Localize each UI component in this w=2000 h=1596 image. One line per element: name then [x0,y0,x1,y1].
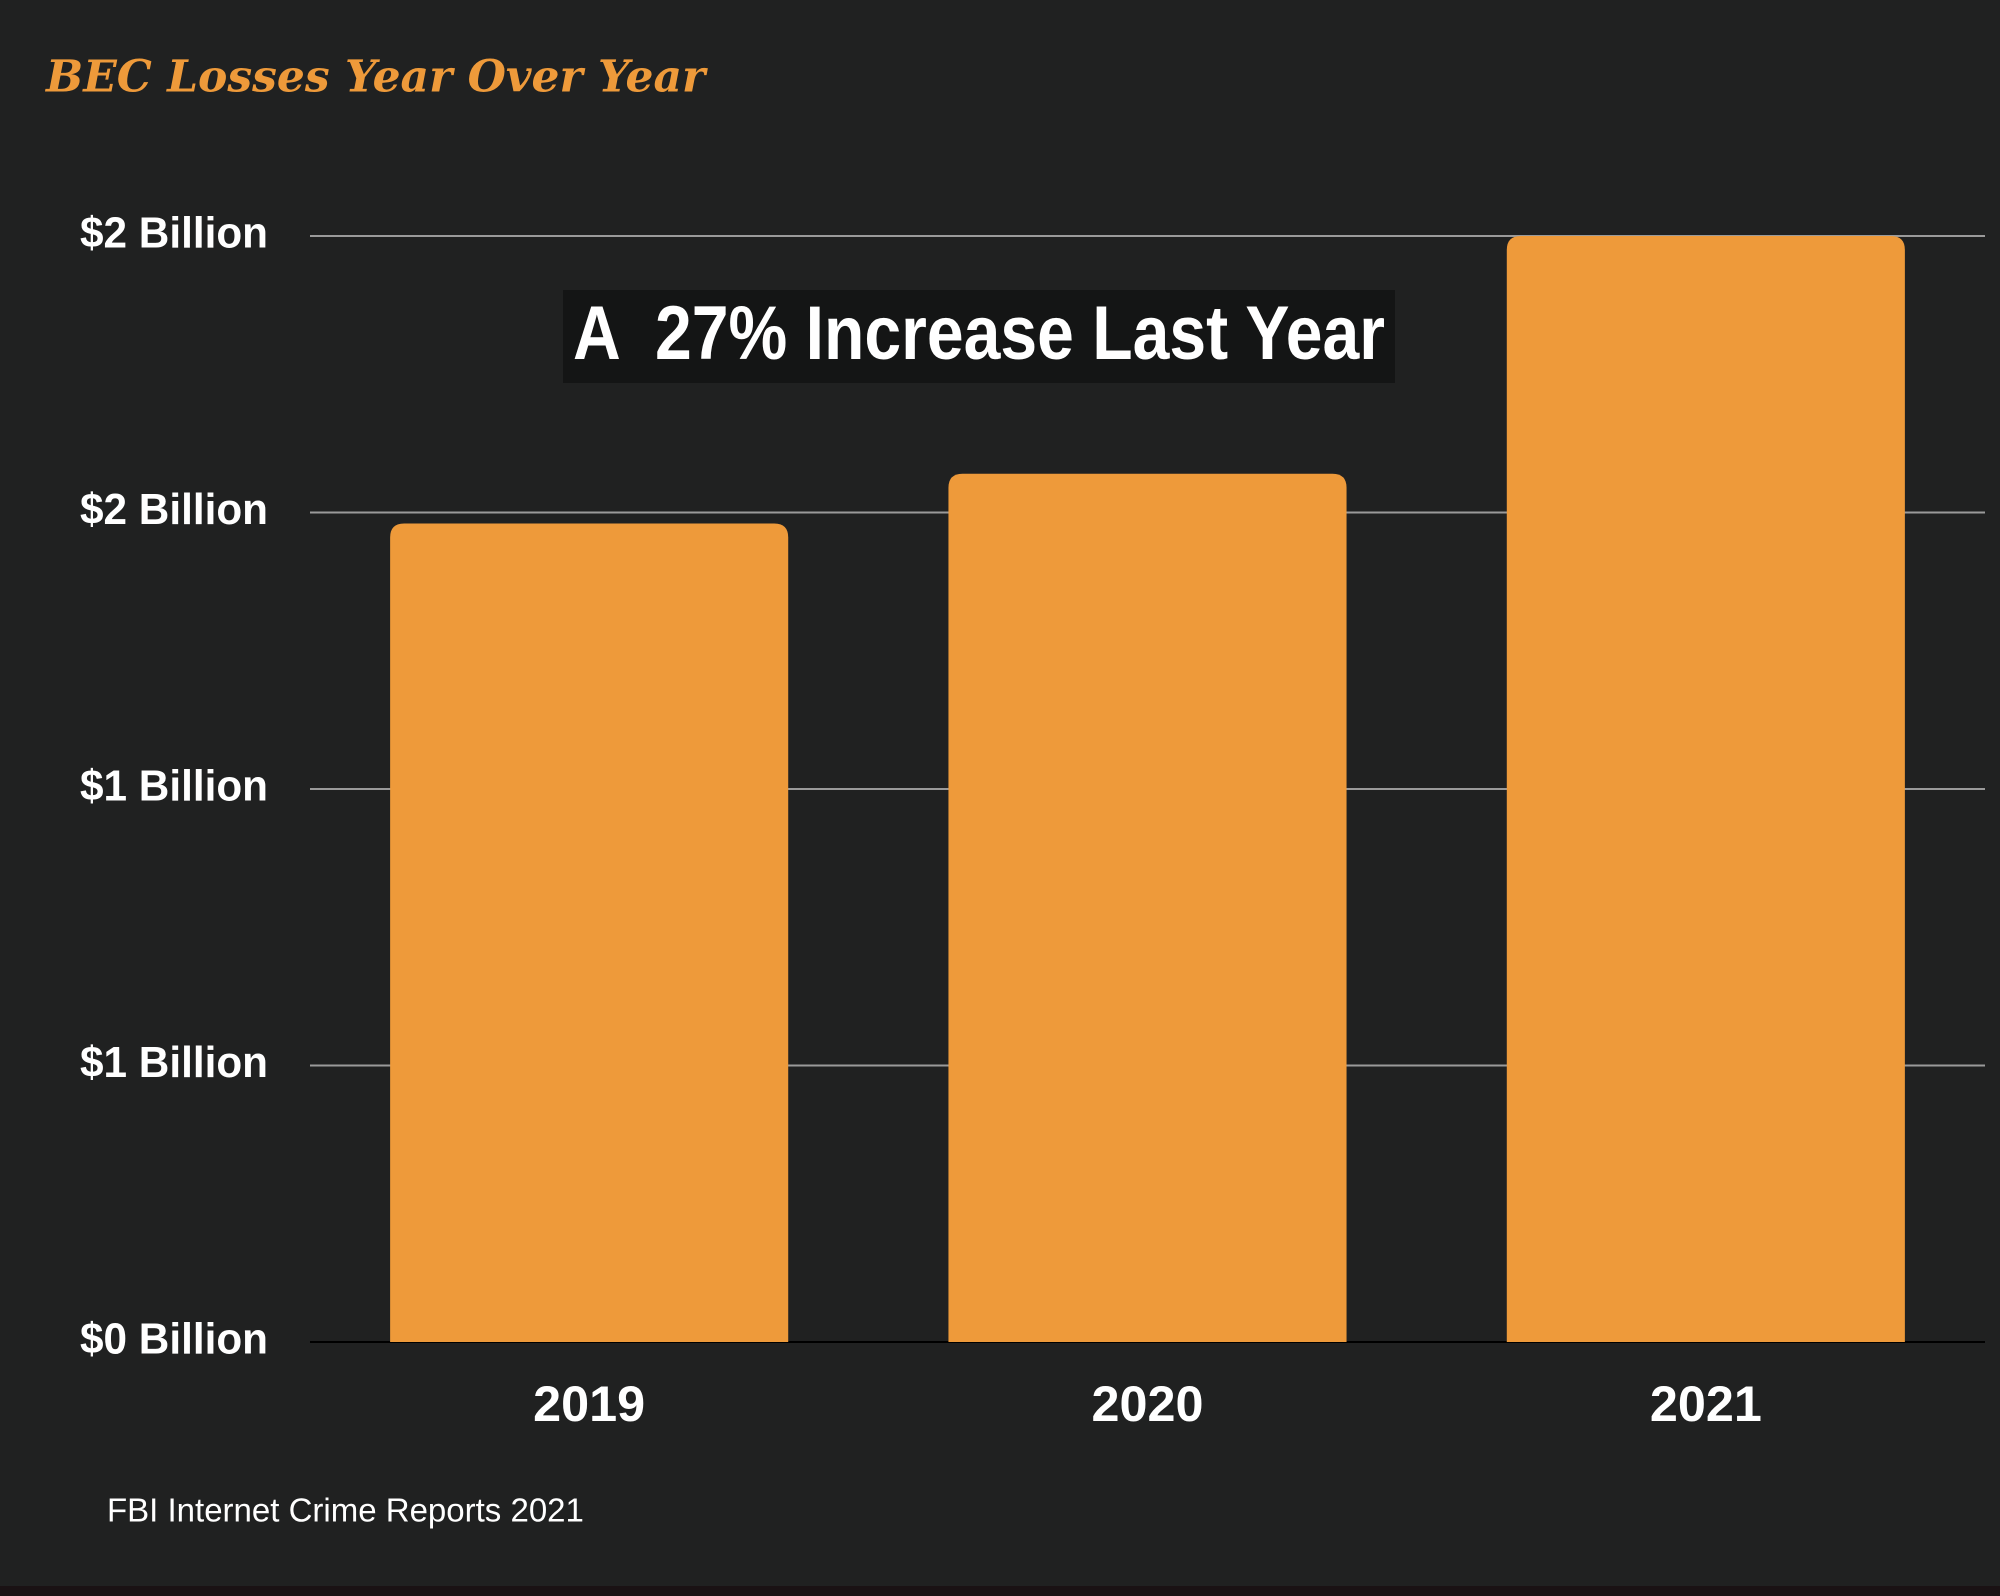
y-tick-label: $0 Billion [80,1315,268,1364]
y-tick-label: $1 Billion [80,1038,268,1087]
bar [948,473,1347,1342]
plot: $0 Billion $1 Billion $1 Billion $2 Billion… [80,209,1985,1432]
x-tick-label: 2019 [533,1376,645,1432]
annotation: A 27% Increase Last Year [573,291,1385,376]
chart-title: BEC Losses Year Over Year [44,52,708,103]
bottom-strip [0,1586,2000,1596]
x-tick-label: 2020 [1092,1376,1204,1432]
overlay: A 27% Increase Last Year [563,290,1395,383]
annotation-box [563,290,1395,383]
y-tick-label: $1 Billion [80,762,268,811]
source: FBI Internet Crime Reports 2021 [107,1492,584,1529]
bar [1506,236,1905,1342]
x-tick-label: 2021 [1650,1376,1762,1432]
bar [390,523,789,1342]
y-tick-label: $2 Billion [80,485,268,534]
y-tick-label: $2 Billion [80,209,268,258]
